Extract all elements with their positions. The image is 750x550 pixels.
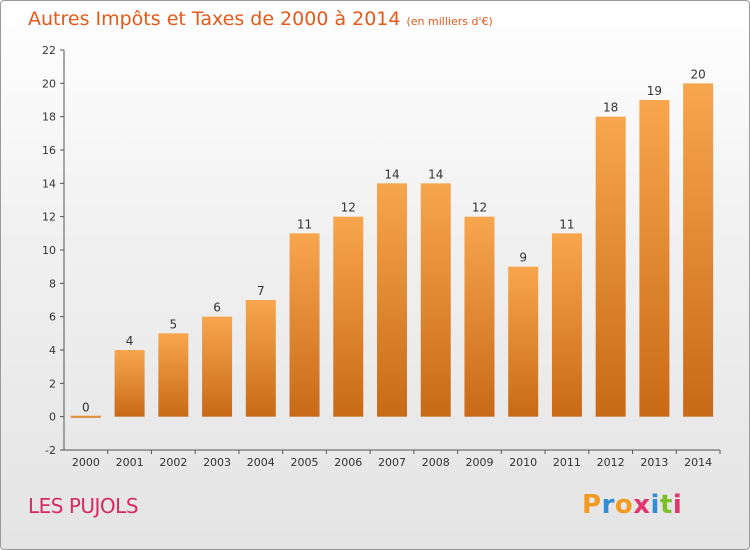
bar-value-label: 7: [257, 284, 265, 298]
x-tick-label: 2007: [378, 456, 406, 469]
y-tick-label: 0: [49, 411, 56, 424]
bar-value-label: 11: [559, 217, 574, 231]
x-tick-label: 2013: [640, 456, 668, 469]
x-tick-label: 2009: [465, 456, 493, 469]
x-tick-label: 2010: [509, 456, 537, 469]
chart-subtitle: (en milliers d'€): [406, 15, 493, 28]
bar-2013: [639, 100, 670, 417]
bar-value-label: 9: [519, 251, 527, 265]
bar-value-label: 5: [170, 317, 178, 331]
logo-letter: i: [650, 490, 660, 520]
logo-letter: o: [614, 490, 634, 520]
x-tick-label: 2006: [334, 456, 362, 469]
bar-2000: [70, 415, 101, 418]
bar-2008: [420, 183, 451, 417]
x-tick-label: 2000: [72, 456, 100, 469]
y-tick-label: 20: [42, 77, 56, 90]
y-tick-label: 4: [49, 344, 56, 357]
y-tick-label: 10: [42, 244, 56, 257]
bar-2001: [114, 350, 145, 417]
x-tick-label: 2014: [684, 456, 712, 469]
proxiti-logo: Proxiti: [582, 490, 682, 520]
y-tick-label: 8: [49, 277, 56, 290]
bar-2012: [595, 116, 626, 417]
logo-letter: r: [601, 490, 615, 520]
x-tick-label: 2008: [422, 456, 450, 469]
bar-2004: [245, 300, 276, 417]
bar-2005: [289, 233, 320, 417]
bar-value-label: 14: [384, 167, 399, 181]
logo-letter: i: [672, 490, 683, 520]
y-tick-label: 22: [42, 44, 56, 57]
bar-value-label: 0: [82, 401, 90, 415]
bar-value-label: 12: [472, 201, 487, 215]
logo-letter: t: [659, 490, 673, 520]
bar-value-label: 4: [126, 334, 134, 348]
bar-value-label: 20: [690, 67, 705, 81]
chart-title-block: Autres Impôts et Taxes de 2000 à 2014 (en…: [28, 8, 493, 30]
y-tick-label: -2: [45, 444, 56, 457]
bar-2007: [377, 183, 407, 417]
x-tick-label: 2001: [116, 456, 144, 469]
y-tick-label: 6: [49, 311, 56, 324]
bar-value-label: 18: [603, 101, 618, 115]
bar-2002: [158, 333, 189, 417]
chart-title: Autres Impôts et Taxes de 2000 à 2014: [28, 8, 401, 30]
bar-value-label: 14: [428, 167, 443, 181]
bar-value-label: 19: [647, 84, 662, 98]
y-tick-label: 18: [42, 111, 56, 124]
logo-letter: x: [633, 490, 651, 520]
bar-2009: [464, 216, 495, 417]
bar-value-label: 12: [341, 201, 356, 215]
x-tick-label: 2005: [291, 456, 319, 469]
bar-value-label: 6: [213, 301, 221, 315]
location-name: LES PUJOLS: [28, 494, 139, 518]
bar-2006: [333, 216, 364, 417]
y-tick-label: 2: [49, 377, 56, 390]
x-tick-label: 2003: [203, 456, 231, 469]
x-tick-label: 2002: [159, 456, 187, 469]
y-tick-label: 16: [42, 144, 56, 157]
x-tick-label: 2012: [597, 456, 625, 469]
bar-value-label: 11: [297, 217, 312, 231]
x-tick-label: 2004: [247, 456, 275, 469]
x-tick-label: 2011: [553, 456, 581, 469]
y-tick-label: 14: [42, 177, 56, 190]
bar-2003: [202, 316, 233, 417]
bar-2011: [551, 233, 582, 417]
logo-letter: P: [582, 490, 602, 520]
y-tick-label: 12: [42, 211, 56, 224]
bar-2010: [508, 266, 539, 417]
bar-2014: [683, 83, 714, 417]
